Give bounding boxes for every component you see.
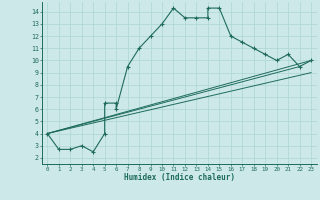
X-axis label: Humidex (Indice chaleur): Humidex (Indice chaleur) — [124, 173, 235, 182]
